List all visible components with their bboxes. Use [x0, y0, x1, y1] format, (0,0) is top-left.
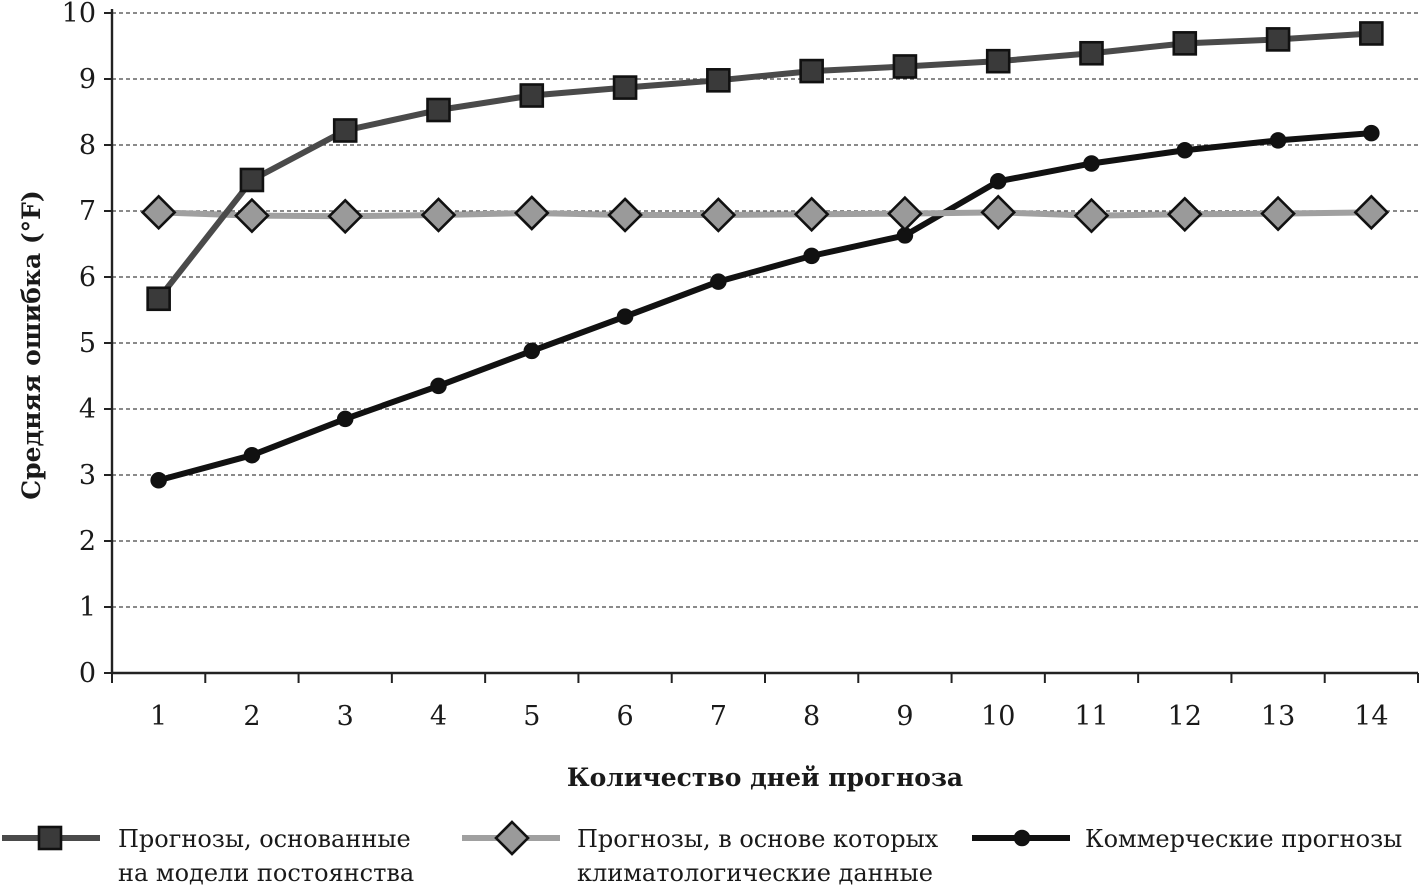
legend-label-persistence-1: Прогнозы, основанные — [118, 825, 411, 853]
point-climatology-9 — [887, 195, 923, 232]
point-persistence-2 — [239, 167, 265, 193]
y-tick-labels: 0 1 2 3 4 5 6 7 8 9 10 — [62, 0, 96, 689]
x-tick-label-13: 13 — [1261, 701, 1295, 732]
point-commercial-8 — [803, 247, 820, 265]
x-tick-label-6: 6 — [616, 701, 633, 732]
x-tick-labels: 1 2 3 4 5 6 7 8 9 10 11 12 13 14 — [150, 701, 1388, 732]
legend: Прогнозы, основанные на модели постоянств… — [2, 820, 1402, 887]
legend-item-commercial: Коммерческие прогнозы — [972, 825, 1402, 853]
point-climatology-10 — [980, 194, 1017, 231]
x-tick-label-1: 1 — [150, 701, 167, 732]
legend-marker-climatology — [494, 820, 530, 856]
series-line-persistence — [156, 30, 1372, 301]
axes — [104, 9, 1419, 683]
grid-lines — [112, 12, 1418, 608]
point-commercial-4 — [430, 377, 447, 395]
series-commercial — [150, 124, 1380, 489]
y-tick-label-5: 5 — [79, 328, 96, 359]
legend-marker-persistence — [37, 825, 63, 851]
legend-item-climatology: Прогнозы, в основе которых климатологичес… — [462, 820, 939, 887]
point-persistence-14 — [1359, 21, 1384, 46]
x-axis-title: Количество дней прогноза — [567, 763, 963, 792]
x-tick-label-9: 9 — [896, 701, 913, 732]
point-persistence-4 — [426, 97, 451, 123]
point-climatology-4 — [420, 197, 457, 233]
y-tick-label-1: 1 — [79, 592, 96, 623]
point-commercial-11 — [1083, 155, 1100, 172]
y-axis-title: Средняя ошибка (°F) — [17, 190, 46, 500]
x-tick-label-3: 3 — [337, 701, 354, 732]
point-persistence-3 — [332, 118, 358, 143]
x-tick-label-12: 12 — [1168, 701, 1202, 732]
legend-label-commercial-1: Коммерческие прогнозы — [1085, 825, 1402, 853]
x-tick-label-5: 5 — [523, 701, 540, 732]
point-commercial-6 — [616, 308, 634, 325]
legend-label-climatology-1: Прогнозы, в основе которых — [577, 825, 939, 853]
point-persistence-5 — [519, 83, 545, 108]
series-line-commercial — [157, 130, 1372, 484]
point-commercial-5 — [523, 342, 541, 360]
point-persistence-6 — [612, 75, 638, 100]
point-persistence-11 — [1079, 40, 1104, 66]
series-persistence — [146, 21, 1384, 312]
point-climatology-3 — [327, 198, 364, 235]
point-persistence-12 — [1172, 31, 1198, 56]
y-tick-label-7: 7 — [79, 196, 96, 227]
point-climatology-2 — [234, 197, 270, 234]
point-commercial-3 — [336, 410, 354, 428]
series-climatology — [140, 194, 1390, 235]
point-commercial-14 — [1363, 124, 1380, 142]
x-tick-label-14: 14 — [1354, 701, 1388, 732]
point-persistence-9 — [892, 54, 918, 79]
point-commercial-10 — [989, 173, 1007, 190]
y-tick-label-9: 9 — [79, 64, 96, 95]
point-persistence-8 — [799, 58, 824, 84]
x-tick-label-2: 2 — [243, 701, 260, 732]
series-layer — [140, 21, 1390, 489]
legend-marker-commercial — [1013, 829, 1031, 847]
x-tick-label-7: 7 — [710, 701, 727, 732]
y-tick-label-10: 10 — [62, 0, 96, 29]
y-tick-label-3: 3 — [79, 460, 96, 491]
point-climatology-12 — [1166, 196, 1203, 233]
legend-label-persistence-2: на модели постоянства — [118, 859, 414, 887]
point-commercial-13 — [1269, 132, 1287, 149]
y-tick-label-8: 8 — [79, 130, 96, 161]
x-tick-label-11: 11 — [1074, 701, 1108, 732]
y-tick-label-6: 6 — [79, 262, 96, 293]
point-climatology-8 — [793, 196, 830, 233]
point-climatology-1 — [140, 194, 177, 231]
point-commercial-12 — [1176, 142, 1194, 159]
y-tick-label-0: 0 — [79, 658, 96, 689]
point-persistence-13 — [1265, 27, 1291, 52]
point-commercial-1 — [150, 472, 167, 489]
point-persistence-1 — [146, 286, 171, 312]
point-climatology-6 — [607, 197, 643, 233]
x-tick-label-10: 10 — [981, 701, 1015, 732]
legend-item-persistence: Прогнозы, основанные на модели постоянств… — [2, 825, 414, 887]
point-commercial-2 — [243, 446, 261, 464]
legend-label-climatology-2: климатологические данные — [577, 859, 933, 887]
point-persistence-7 — [706, 68, 731, 93]
y-tick-label-4: 4 — [79, 394, 96, 425]
y-tick-label-2: 2 — [79, 526, 96, 557]
point-climatology-14 — [1353, 194, 1390, 231]
point-climatology-11 — [1073, 197, 1110, 234]
x-tick-label-4: 4 — [430, 701, 447, 732]
x-tick-label-8: 8 — [803, 701, 820, 732]
point-commercial-7 — [710, 273, 727, 290]
point-persistence-10 — [985, 48, 1011, 74]
point-climatology-7 — [700, 197, 737, 233]
point-climatology-13 — [1260, 195, 1296, 232]
point-climatology-5 — [513, 195, 550, 231]
